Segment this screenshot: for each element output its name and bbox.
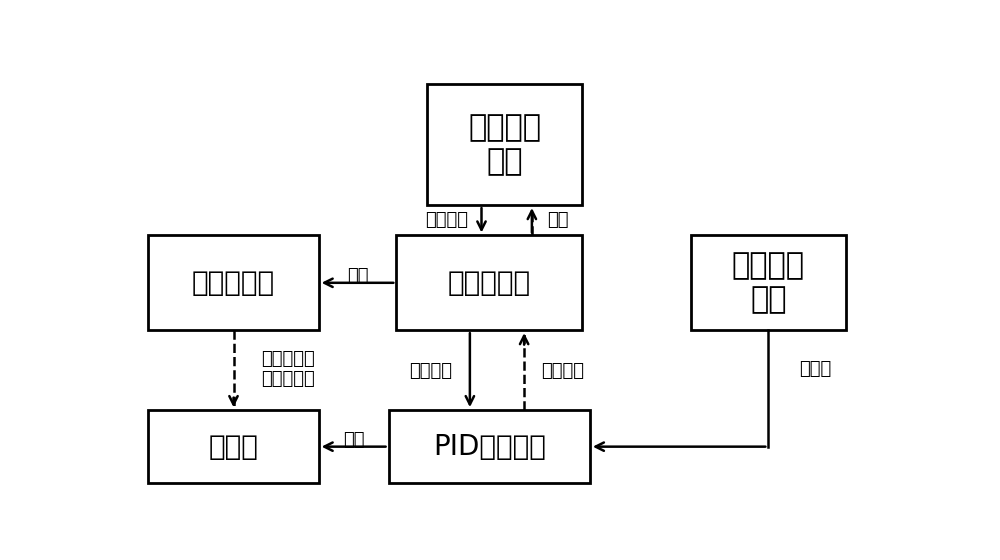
Text: 视觉传感
单元: 视觉传感 单元 [468,114,541,176]
Text: 嵌入式模块: 嵌入式模块 [448,269,531,297]
Text: 参数控制: 参数控制 [410,362,453,380]
Bar [148,410,319,483]
Text: 温度传感
模块: 温度传感 模块 [732,251,805,314]
Bar [396,235,582,330]
Text: PID控制模块: PID控制模块 [433,433,546,461]
Text: 控制: 控制 [347,267,368,286]
Bar [148,235,319,330]
Text: 工业机器人: 工业机器人 [192,269,275,297]
Text: 模拟量: 模拟量 [799,360,832,378]
Text: 控制: 控制 [343,431,364,449]
Text: 控制: 控制 [547,211,568,229]
Text: 激光头固定
于机械臂上: 激光头固定 于机械臂上 [261,349,315,389]
Bar [427,85,582,205]
Bar [388,410,590,483]
Text: 激光器: 激光器 [209,433,258,461]
Text: 温度信息: 温度信息 [541,362,584,380]
Text: 熔池图像: 熔池图像 [425,211,468,229]
Bar [691,235,846,330]
